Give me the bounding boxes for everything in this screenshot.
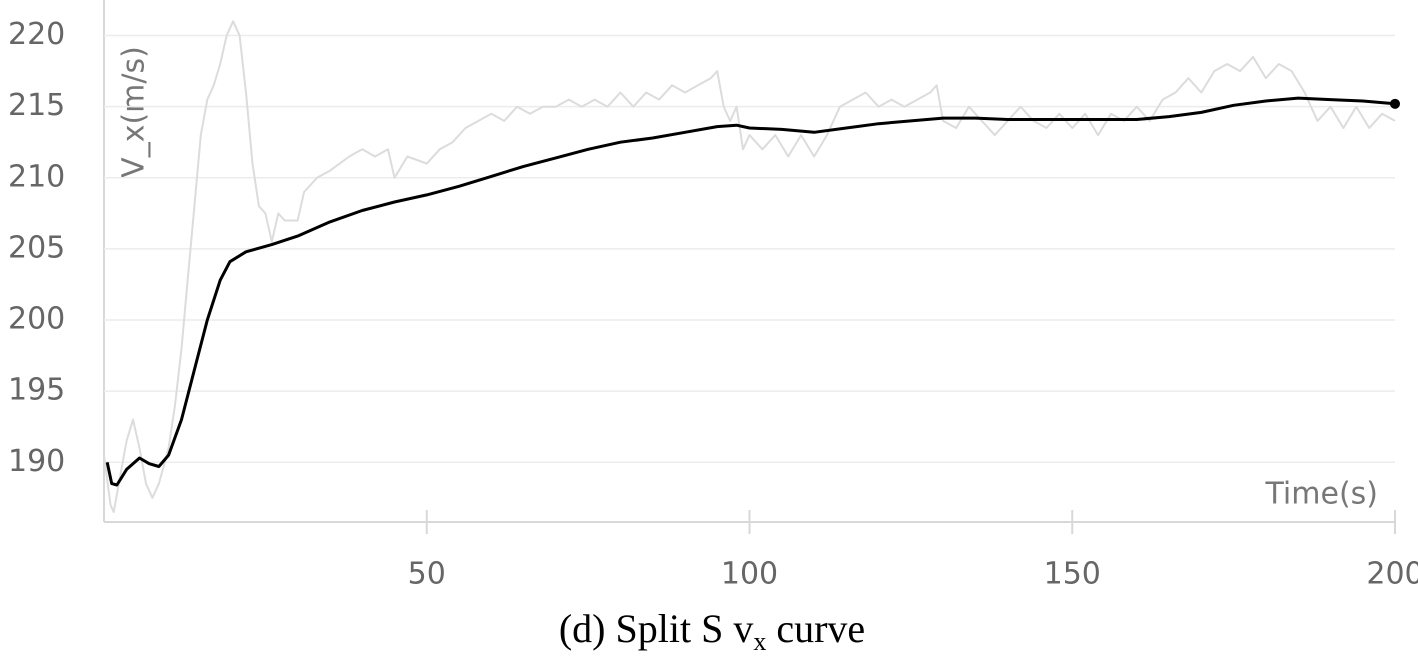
x-tick-label: 50 [408, 557, 446, 592]
y-tick-label: 195 [8, 373, 65, 408]
x-axis-label: Time(s) [1265, 477, 1378, 512]
caption-subscript: x [753, 627, 766, 656]
y-tick-label: 190 [8, 444, 65, 479]
line-series [103, 20, 1396, 513]
y-tick-label: 200 [8, 302, 65, 337]
caption: (d) Split S vx curve [559, 606, 865, 656]
x-tick-label: 100 [721, 557, 778, 592]
y-tick-label: 210 [8, 159, 65, 194]
y-tick-label: 220 [8, 17, 65, 52]
end-point [1390, 98, 1400, 109]
caption-text: (d) Split S v [559, 606, 753, 651]
y-tick-label: 215 [8, 88, 65, 123]
caption-text: curve [766, 606, 865, 651]
y-axis-label: V_x(m/s) [117, 46, 152, 178]
line-series [105, 96, 1396, 487]
y-tick-label: 205 [8, 230, 65, 265]
x-tick-label: 200 [1366, 557, 1418, 592]
x-tick-label: 150 [1044, 557, 1101, 592]
